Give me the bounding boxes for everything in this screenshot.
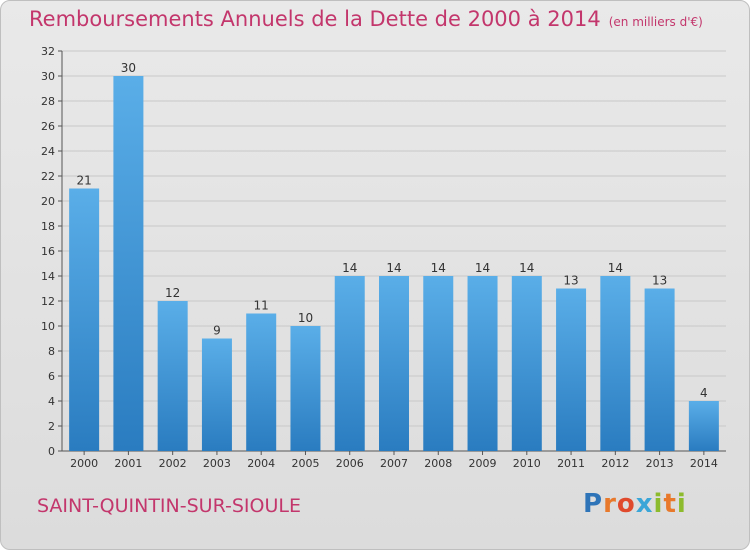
- data-label: 14: [519, 261, 534, 275]
- data-label: 14: [475, 261, 490, 275]
- data-label: 14: [431, 261, 446, 275]
- bar: [644, 288, 675, 451]
- proxiti-logo: Proxiti: [583, 489, 687, 519]
- bar: [467, 276, 498, 451]
- y-tick-label: 20: [41, 195, 55, 208]
- chart-title: Remboursements Annuels de la Dette de 20…: [29, 7, 703, 31]
- bar: [688, 401, 719, 451]
- data-label: 10: [298, 311, 313, 325]
- x-tick-label: 2004: [247, 457, 275, 470]
- y-tick-label: 22: [41, 170, 55, 183]
- x-tick-label: 2005: [291, 457, 319, 470]
- x-tick-label: 2013: [646, 457, 674, 470]
- x-tick-label: 2003: [203, 457, 231, 470]
- bars: [69, 76, 719, 451]
- y-tick-label: 30: [41, 70, 55, 83]
- x-tick-label: 2012: [601, 457, 629, 470]
- data-label: 13: [563, 274, 578, 288]
- x-tick-label: 2001: [114, 457, 142, 470]
- x-tick-label: 2007: [380, 457, 408, 470]
- data-label: 14: [386, 261, 401, 275]
- bar: [69, 188, 100, 451]
- x-tick-label: 2011: [557, 457, 585, 470]
- x-tick-label: 2008: [424, 457, 452, 470]
- y-tick-label: 24: [41, 145, 55, 158]
- y-tick-label: 14: [41, 270, 55, 283]
- y-tick-label: 26: [41, 120, 55, 133]
- bar: [556, 288, 587, 451]
- y-tick-label: 12: [41, 295, 55, 308]
- data-label: 11: [254, 299, 269, 313]
- bar: [511, 276, 542, 451]
- data-label: 14: [342, 261, 357, 275]
- y-tick-label: 0: [48, 445, 55, 458]
- x-tick-label: 2006: [336, 457, 364, 470]
- y-tick-label: 2: [48, 420, 55, 433]
- data-label: 13: [652, 274, 667, 288]
- bar: [600, 276, 631, 451]
- x-tick-label: 2014: [690, 457, 718, 470]
- chart-unit: (en milliers d'€): [608, 15, 703, 29]
- y-tick-label: 8: [48, 345, 55, 358]
- chart-title-text: Remboursements Annuels de la Dette de 20…: [29, 7, 601, 31]
- data-label: 30: [121, 61, 136, 75]
- data-label: 21: [76, 174, 91, 188]
- bar: [423, 276, 454, 451]
- bar: [113, 76, 144, 451]
- x-tick-label: 2010: [513, 457, 541, 470]
- y-tick-label: 28: [41, 95, 55, 108]
- y-tick-label: 6: [48, 370, 55, 383]
- y-tick-label: 18: [41, 220, 55, 233]
- y-tick-label: 10: [41, 320, 55, 333]
- bar: [290, 326, 321, 451]
- bar: [379, 276, 409, 451]
- x-tick-label: 2009: [469, 457, 497, 470]
- data-label: 9: [213, 324, 221, 338]
- x-tick-label: 2002: [159, 457, 187, 470]
- bar: [334, 276, 365, 451]
- y-tick-label: 4: [48, 395, 55, 408]
- bar: [201, 338, 232, 451]
- bar: [157, 301, 188, 451]
- data-label: 14: [608, 261, 623, 275]
- y-tick-label: 32: [41, 45, 55, 58]
- bar: [246, 313, 277, 451]
- data-label: 12: [165, 286, 180, 300]
- y-tick-label: 16: [41, 245, 55, 258]
- city-name: SAINT-QUINTIN-SUR-SIOULE: [37, 495, 301, 517]
- x-tick-label: 2000: [70, 457, 98, 470]
- labels: 21 2000 30 2001 12 2002 9 2003 11 2004 10 2005 14 200…: [70, 61, 718, 470]
- data-label: 4: [700, 386, 708, 400]
